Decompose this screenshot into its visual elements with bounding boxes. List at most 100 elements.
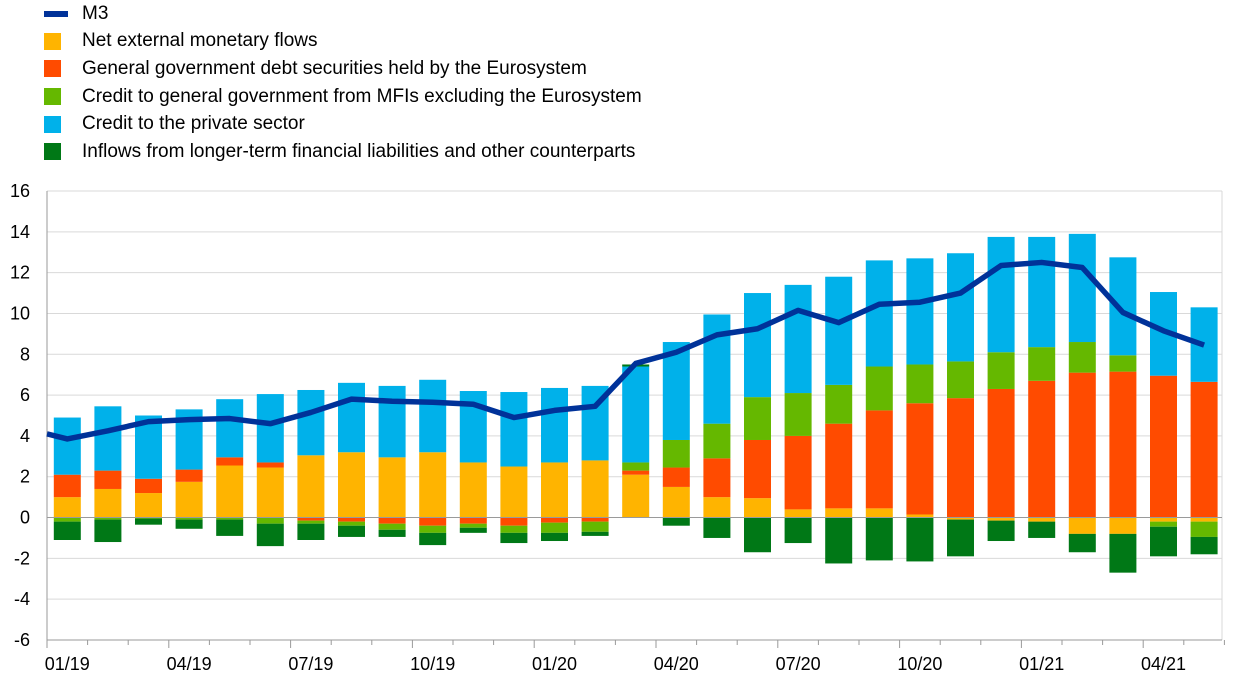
bar-segment [744, 293, 771, 397]
bar-segment [703, 518, 730, 538]
bar-segment [297, 524, 324, 540]
bar-segment [906, 258, 933, 364]
bar-segment [419, 380, 446, 452]
bar-segment [419, 533, 446, 545]
bar-segment [1028, 347, 1055, 381]
y-tick-label: 8 [20, 344, 30, 364]
bar-segment [1109, 372, 1136, 518]
bar-segment [663, 518, 690, 526]
x-tick-label: 07/19 [288, 654, 333, 674]
bar-segment [1028, 381, 1055, 518]
bar-segment [297, 455, 324, 517]
bar-segment [785, 509, 812, 517]
bar-segment [541, 518, 568, 523]
bar-segment [703, 424, 730, 459]
y-tick-label: 6 [20, 385, 30, 405]
bar-segment [663, 468, 690, 487]
bar-segment [541, 388, 568, 462]
bar-segment [54, 522, 81, 540]
x-tick-label: 04/20 [654, 654, 699, 674]
bar-segment [1028, 518, 1055, 522]
bar-segment [866, 508, 893, 517]
bar-segment [1150, 527, 1177, 557]
bar-segment [338, 518, 365, 522]
bar-segment [744, 440, 771, 498]
bar-segment [947, 253, 974, 361]
bar-segment [379, 530, 406, 537]
bar-segment [1191, 518, 1218, 522]
bar-segment [1069, 373, 1096, 518]
bar-segment [338, 526, 365, 537]
bar-segment [1028, 237, 1055, 347]
bar-segment [379, 457, 406, 517]
x-tick-label: 10/20 [897, 654, 942, 674]
y-tick-label: 16 [10, 181, 30, 201]
bar-segment [744, 518, 771, 553]
bar-segment [1191, 522, 1218, 537]
bar-segment [1109, 257, 1136, 355]
bar-segment [1191, 537, 1218, 554]
y-tick-label: 12 [10, 263, 30, 283]
bar-segment [176, 482, 203, 518]
bar-segment [785, 436, 812, 509]
bar-segment [744, 498, 771, 517]
bar-segment [988, 352, 1015, 389]
bar-segment [338, 522, 365, 526]
y-tick-label: -4 [14, 589, 30, 609]
bar-segment [988, 521, 1015, 541]
x-tick-label: 01/19 [45, 654, 90, 674]
bar-segment [947, 361, 974, 398]
bar-segment [825, 424, 852, 509]
bar-segment [54, 475, 81, 497]
bar-segment [1069, 518, 1096, 534]
y-tick-label: -6 [14, 630, 30, 650]
bar-segment [663, 440, 690, 468]
bar-segment [1109, 355, 1136, 371]
bar-segment [176, 470, 203, 482]
y-tick-label: 10 [10, 303, 30, 323]
bar-segment [419, 518, 446, 526]
bar-segment [338, 452, 365, 517]
bar-segment [1109, 534, 1136, 573]
x-tick-label: 04/21 [1141, 654, 1186, 674]
bar-segment [419, 452, 446, 517]
bar-segment [500, 518, 527, 526]
bar-segment [216, 457, 243, 465]
bar-segment [460, 518, 487, 524]
bar-segment [338, 383, 365, 452]
y-axis-ticks: -6-4-20246810121416 [10, 181, 30, 650]
bar-segment [176, 520, 203, 529]
bar-segment [988, 389, 1015, 518]
bar-segment [1069, 342, 1096, 373]
bar-segment [1150, 376, 1177, 518]
bar-segment [1069, 234, 1096, 342]
bar-segment [460, 524, 487, 528]
bar-segment [582, 522, 609, 532]
bar-segment [1109, 518, 1136, 534]
bar-segment [500, 526, 527, 533]
bar-segment [866, 260, 893, 366]
bar-segment [866, 518, 893, 561]
bar-segment [297, 521, 324, 524]
bar-segment [1028, 522, 1055, 538]
x-tick-label: 01/21 [1019, 654, 1064, 674]
bar-segment [825, 508, 852, 517]
y-tick-label: 0 [20, 508, 30, 528]
bar-segment [703, 497, 730, 517]
bar-segment [1069, 534, 1096, 552]
bar-segment [216, 466, 243, 518]
bar-segment [947, 520, 974, 557]
bar-segment [94, 406, 121, 470]
bar-segment [866, 367, 893, 411]
bar-segment [419, 526, 446, 533]
bar-segment [257, 394, 284, 462]
bar-segment [744, 397, 771, 440]
bar-segment [582, 460, 609, 517]
y-tick-label: -2 [14, 548, 30, 568]
x-tick-label: 01/20 [532, 654, 577, 674]
bar-segment [257, 462, 284, 467]
bar-segment [541, 523, 568, 533]
bar-segment [54, 518, 81, 522]
bar-segment [582, 532, 609, 536]
